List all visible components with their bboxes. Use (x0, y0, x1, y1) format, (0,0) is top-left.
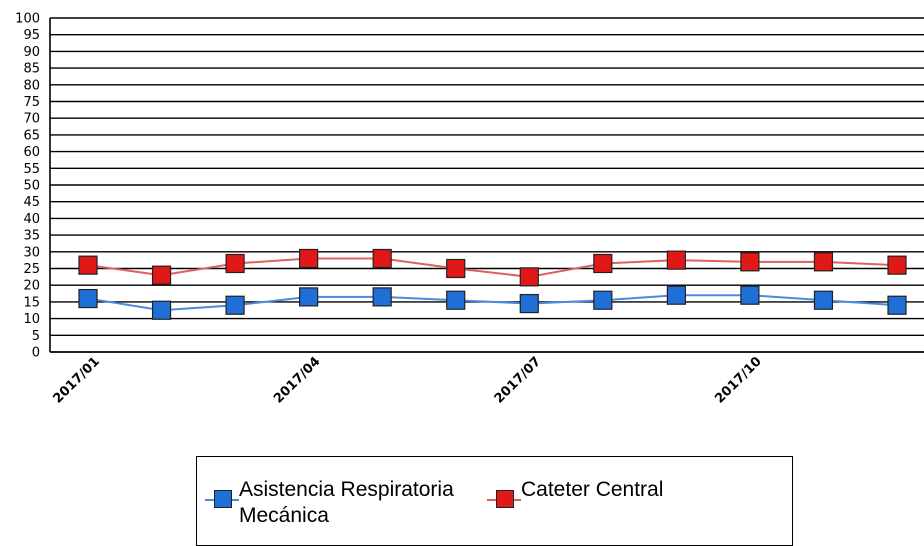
series-1-point-5 (446, 258, 466, 279)
y-tick-label-55: 55 (23, 162, 40, 177)
series-1-point-0 (78, 255, 98, 275)
series-1-point-9 (740, 252, 760, 272)
series-0-point-9 (740, 285, 760, 305)
y-tick-label-70: 70 (23, 112, 40, 127)
x-tick-label-2: 2017/07 (492, 354, 544, 406)
y-tick-label-40: 40 (23, 212, 40, 227)
y-tick-label-45: 45 (23, 195, 40, 210)
series-0-point-7 (593, 290, 613, 310)
x-tick-label-0: 2017/01 (50, 354, 102, 406)
x-tick-label-3: 2017/10 (712, 354, 764, 406)
y-tick-label-65: 65 (23, 128, 40, 143)
series-1-point-2 (225, 253, 245, 274)
series-1-point-10 (813, 252, 834, 272)
series-1-point-6 (519, 267, 539, 287)
series-1-point-11 (887, 255, 907, 275)
y-tick-label-30: 30 (23, 245, 40, 260)
series-1-point-4 (372, 248, 392, 269)
series-line-0 (87, 294, 898, 312)
series-0-point-1 (151, 300, 172, 320)
legend-item-0: Asistencia Respiratoria Mecánica (205, 477, 454, 529)
x-axis-ticks: 2017/01 2017/04 2017/07 2017/10 (50, 354, 764, 406)
y-tick-label-25: 25 (23, 262, 40, 277)
y-tick-label-95: 95 (23, 28, 40, 43)
y-tick-label-100: 100 (15, 12, 40, 27)
series-0-point-8 (666, 285, 686, 305)
series-0-point-0 (78, 288, 98, 309)
series-0-point-6 (519, 293, 539, 314)
y-tick-label-50: 50 (23, 179, 40, 194)
series-0-point-4 (372, 287, 392, 307)
y-tick-label-10: 10 (23, 312, 40, 327)
series-0-point-3 (299, 287, 319, 307)
y-tick-label-75: 75 (23, 95, 40, 110)
grid-lines (50, 17, 924, 353)
y-tick-label-5: 5 (32, 329, 40, 344)
series-1-point-8 (666, 250, 686, 270)
line-chart: 0510152025303540455055606570758085909510… (15, 12, 924, 407)
series-0-point-10 (813, 290, 834, 310)
legend-marker-1 (487, 489, 521, 511)
series-0-point-11 (887, 295, 907, 315)
axes (49, 18, 924, 353)
y-tick-label-20: 20 (23, 279, 40, 294)
y-tick-label-0: 0 (32, 346, 40, 361)
y-tick-label-15: 15 (23, 295, 40, 310)
legend-marker-0 (205, 489, 239, 511)
legend: Asistencia Respiratoria Mecánica Cateter… (196, 456, 793, 546)
series-0-point-2 (225, 295, 245, 315)
series-layer (78, 248, 907, 320)
series-line-1 (87, 257, 898, 278)
legend-label-1: Cateter Central (521, 478, 664, 501)
y-axis-ticks: 0510152025303540455055606570758085909510… (15, 12, 40, 361)
series-1-point-1 (151, 265, 172, 285)
y-tick-label-90: 90 (23, 45, 40, 60)
x-tick-label-1: 2017/04 (271, 354, 323, 406)
y-tick-label-80: 80 (23, 78, 40, 93)
y-tick-label-35: 35 (23, 229, 40, 244)
y-tick-label-60: 60 (23, 145, 40, 160)
legend-item-1: Cateter Central (487, 477, 663, 511)
legend-label-0: Asistencia Respiratoria Mecánica (239, 478, 454, 527)
series-0-point-5 (446, 290, 466, 310)
legend-square-1 (496, 490, 514, 508)
series-1-point-3 (299, 248, 319, 269)
series-1-point-7 (593, 253, 613, 274)
y-tick-label-85: 85 (23, 62, 40, 77)
legend-square-0 (214, 490, 232, 508)
